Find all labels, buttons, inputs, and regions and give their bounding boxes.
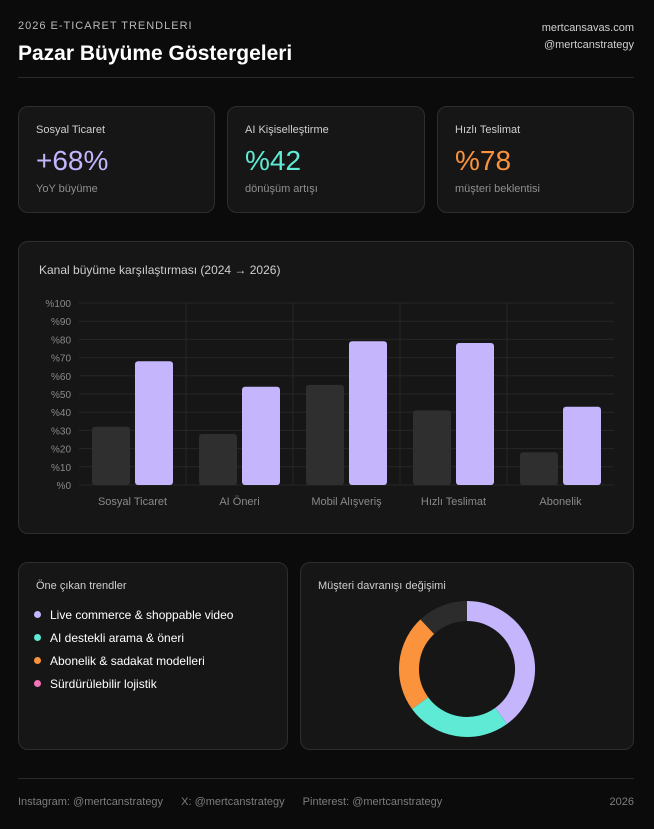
bar-2024 (306, 384, 344, 485)
stat-value: %42 (245, 145, 302, 176)
stat-subtitle: YoY büyüme (36, 183, 98, 195)
donut-slice (420, 601, 468, 635)
y-tick-label: %10 (51, 463, 71, 474)
y-tick-label: %50 (51, 390, 71, 401)
bullet-dot-icon (34, 657, 41, 664)
y-tick-label: %70 (51, 354, 71, 365)
pinterest-link[interactable]: Pinterest: @mertcanstrategy (302, 796, 443, 808)
bar-2026 (135, 361, 173, 485)
bullet-dot-icon (34, 611, 41, 618)
list-item: Live commerce & shoppable video (34, 603, 233, 626)
stat-value: +68% (36, 145, 109, 176)
bar-2024 (199, 434, 237, 485)
donut-chart-card: Müşteri davranışı değişimi (300, 562, 634, 750)
footer-links: Instagram: @mertcanstrategy X: @mertcans… (18, 796, 457, 808)
chart-title: Kanal büyüme karşılaştırması (2024 → 202… (39, 263, 281, 277)
stat-card-fast-delivery: Hızlı Teslimat %78 müşteri beklentisi (437, 106, 634, 213)
donut-title: Müşteri davranışı değişimi (318, 580, 446, 592)
y-tick-label: %80 (51, 335, 71, 346)
trend-label: Live commerce & shoppable video (50, 607, 234, 622)
x-link[interactable]: X: @mertcanstrategy (181, 796, 285, 808)
bar-chart-card: %0 %10 %20 %30 %40 %50 %60 %70 %80 %90 %100 Sosyal… (18, 241, 634, 534)
trends-list: Live commerce & shoppable video AI deste… (34, 603, 233, 695)
donut-slice (411, 696, 507, 737)
trend-label: Sürdürülebilir lojistik (50, 676, 157, 691)
bullet-dot-icon (34, 680, 41, 687)
stat-subtitle: müşteri beklentisi (455, 183, 540, 195)
bar-2024 (92, 426, 130, 485)
stat-label: AI Kişiselleştirme (245, 124, 329, 136)
trend-label: AI destekli arama & öneri (50, 630, 185, 645)
donut-slice (466, 601, 535, 725)
stat-label: Hızlı Teslimat (455, 124, 521, 136)
author-handles: mertcansavas.com @mertcanstrategy (542, 20, 634, 54)
stat-subtitle: dönüşüm artışı (245, 183, 318, 195)
instagram-link[interactable]: Instagram: @mertcanstrategy (18, 796, 164, 808)
page-title: Pazar Büyüme Göstergeleri (18, 42, 293, 65)
x-tick-label: Hızlı Teslimat (421, 496, 486, 508)
y-tick-label: %60 (51, 372, 71, 383)
bar-2024 (413, 410, 451, 485)
x-tick-label: Sosyal Ticaret (98, 496, 167, 508)
stat-value: %78 (455, 145, 512, 176)
y-tick-label: %0 (57, 481, 72, 492)
x-tick-label: Abonelik (539, 496, 582, 508)
bar-2026 (349, 341, 387, 485)
list-item: AI destekli arama & öneri (34, 626, 233, 649)
page-footer: Instagram: @mertcanstrategy X: @mertcans… (18, 778, 634, 829)
y-tick-label: %90 (51, 317, 71, 328)
bar-2024 (520, 452, 558, 485)
y-tick-label: %20 (51, 445, 71, 456)
trends-card: Öne çıkan trendler Live commerce & shopp… (18, 562, 288, 750)
stat-card-ai-personalization: AI Kişiselleştirme %42 dönüşüm artışı (227, 106, 425, 213)
page-eyebrow: 2026 E-TICARET TRENDLERI (18, 20, 193, 32)
bullet-dot-icon (34, 634, 41, 641)
list-item: Abonelik & sadakat modelleri (34, 649, 233, 672)
x-tick-label: AI Öneri (219, 496, 259, 508)
page-header: 2026 E-TICARET TRENDLERI Pazar Büyüme Gö… (18, 20, 634, 78)
stat-card-social-commerce: Sosyal Ticaret +68% YoY büyüme (18, 106, 215, 213)
trend-label: Abonelik & sadakat modelleri (50, 653, 205, 668)
bar-2026 (563, 406, 601, 485)
chart-bars (92, 341, 601, 485)
author-handle[interactable]: @mertcanstrategy (543, 39, 634, 51)
stat-label: Sosyal Ticaret (36, 124, 106, 136)
list-item: Sürdürülebilir lojistik (34, 672, 233, 695)
donut-slice (399, 619, 435, 709)
y-axis-ticks: %0 %10 %20 %30 %40 %50 %60 %70 %80 %90 %100 (45, 299, 71, 492)
x-axis-labels: Sosyal Ticaret AI Öneri Mobil Alışveriş Hız… (98, 496, 582, 508)
bar-2026 (456, 343, 494, 485)
footer-year: 2026 (609, 796, 634, 808)
bar-chart: %0 %10 %20 %30 %40 %50 %60 %70 %80 %90 %100 Sosyal… (45, 299, 614, 508)
bar-2026 (242, 386, 280, 485)
donut-chart (399, 601, 535, 737)
y-tick-label: %30 (51, 426, 71, 437)
trends-title: Öne çıkan trendler (36, 580, 127, 592)
y-tick-label: %40 (51, 408, 71, 419)
x-tick-label: Mobil Alışveriş (311, 496, 382, 508)
author-website[interactable]: mertcansavas.com (541, 22, 634, 34)
y-tick-label: %100 (45, 299, 71, 310)
